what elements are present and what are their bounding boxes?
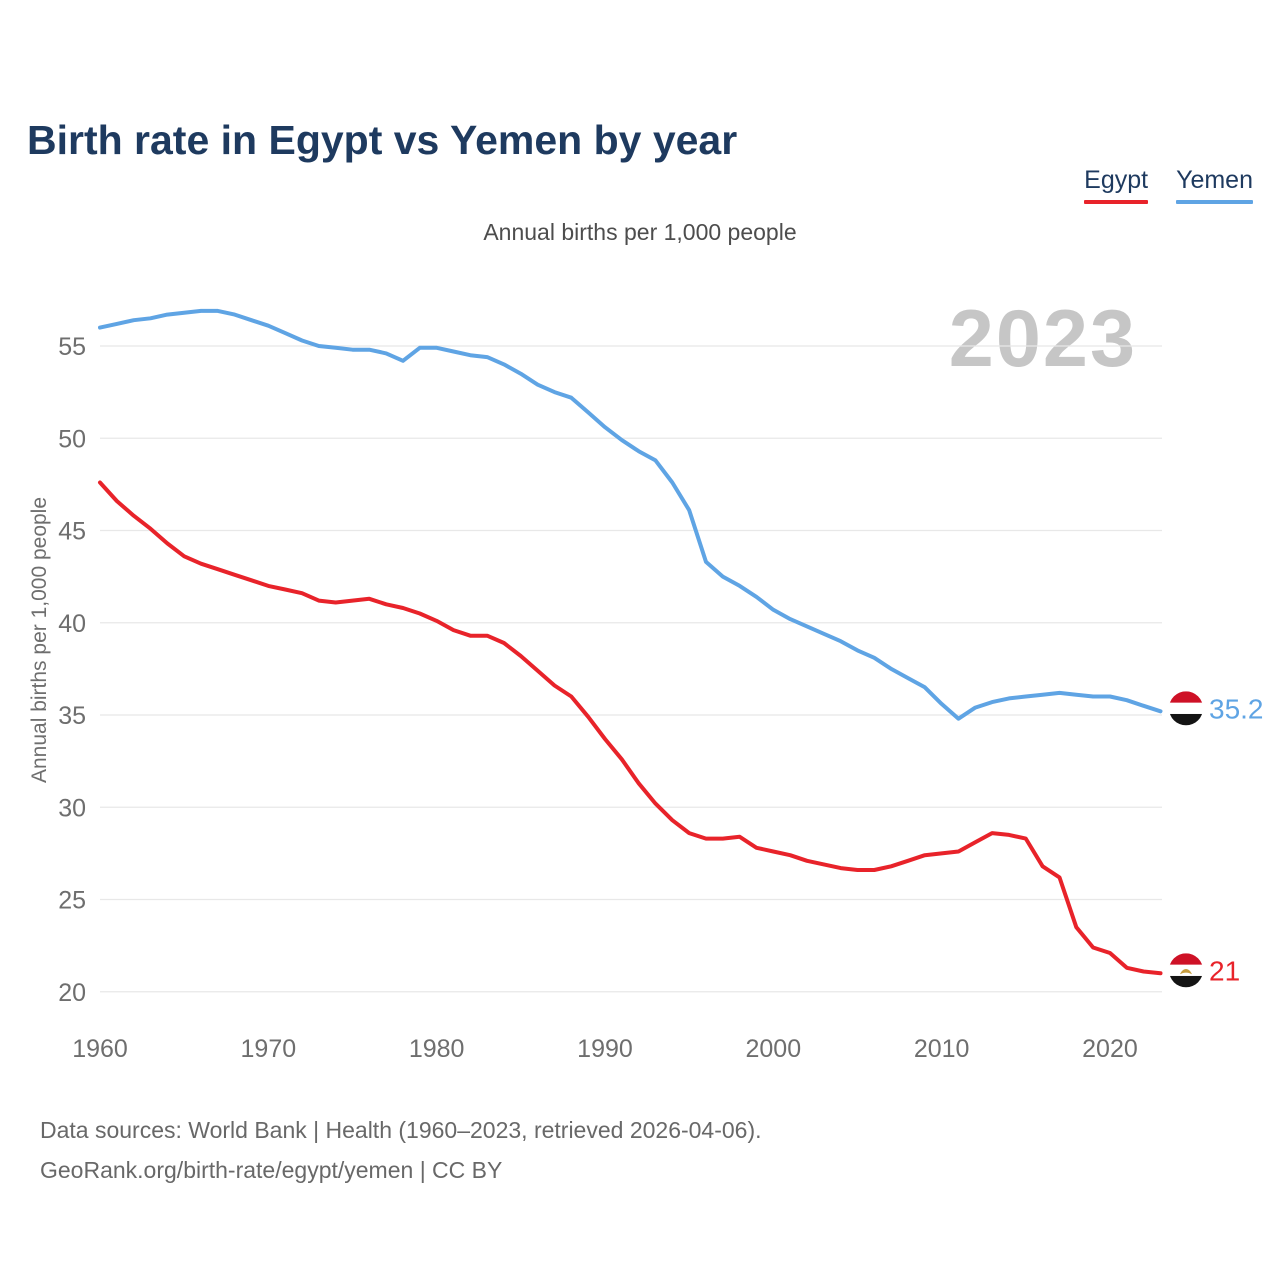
x-tick-label: 2010 (914, 1035, 970, 1063)
footer-sources: Data sources: World Bank | Health (1960–… (40, 1117, 762, 1143)
chart-title: Birth rate in Egypt vs Yemen by year (27, 117, 738, 164)
legend-underline-egypt (1084, 200, 1149, 204)
egypt-end-value: 21 (1209, 955, 1240, 986)
yemen-line[interactable] (98, 308, 1163, 721)
legend-label-egypt[interactable]: Egypt (1084, 166, 1149, 194)
y-tick-label: 20 (58, 979, 86, 1007)
x-tick-label: 1990 (577, 1035, 633, 1063)
y-tick-label: 35 (58, 702, 86, 730)
y-tick-label: 55 (58, 333, 86, 361)
x-tick-label: 1970 (241, 1035, 297, 1063)
legend-item-egypt[interactable]: Egypt (1084, 166, 1149, 204)
y-tick-label: 50 (58, 425, 86, 453)
egypt-line[interactable] (98, 480, 1163, 976)
y-tick-label: 25 (58, 887, 86, 915)
chart-subtitle: Annual births per 1,000 people (483, 219, 797, 245)
y-tick-label: 30 (58, 794, 86, 822)
legend-underline-yemen (1176, 200, 1253, 204)
yemen-end-value: 35.2 (1209, 693, 1264, 724)
y-tick-label: 45 (58, 518, 86, 546)
y-axis-title: Annual births per 1,000 people (28, 497, 51, 783)
legend: Egypt Yemen (1084, 166, 1253, 204)
legend-label-yemen[interactable]: Yemen (1176, 166, 1253, 194)
x-tick-label: 2020 (1082, 1035, 1138, 1063)
footer: Data sources: World Bank | Health (1960–… (40, 1110, 762, 1190)
year-watermark: 2023 (948, 294, 1137, 384)
y-tick-label: 40 (58, 610, 86, 638)
x-tick-label: 1960 (72, 1035, 128, 1063)
x-tick-label: 2000 (746, 1035, 802, 1063)
yemen-flag-icon (1169, 691, 1203, 726)
legend-item-yemen[interactable]: Yemen (1176, 166, 1253, 204)
footer-attribution: GeoRank.org/birth-rate/egypt/yemen | CC … (40, 1157, 503, 1183)
egypt-flag-icon (1169, 953, 1203, 988)
x-tick-label: 1980 (409, 1035, 465, 1063)
